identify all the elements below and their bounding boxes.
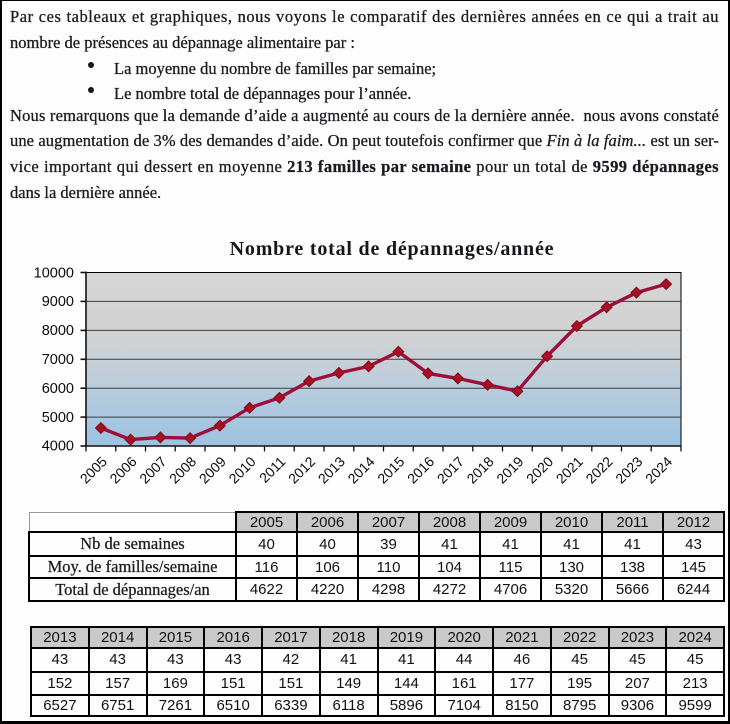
- svg-text:2005: 2005: [77, 453, 110, 486]
- svg-text:2022: 2022: [582, 453, 615, 486]
- svg-text:2006: 2006: [106, 453, 139, 486]
- svg-text:2008: 2008: [166, 453, 199, 486]
- svg-text:4000: 4000: [42, 439, 74, 455]
- svg-text:2023: 2023: [612, 453, 645, 486]
- svg-text:9000: 9000: [42, 294, 74, 310]
- svg-text:2010: 2010: [225, 453, 258, 486]
- svg-text:2016: 2016: [404, 453, 437, 486]
- svg-text:10000: 10000: [34, 265, 74, 281]
- svg-text:2024: 2024: [642, 453, 675, 486]
- svg-text:2018: 2018: [463, 453, 496, 486]
- svg-text:8000: 8000: [42, 323, 74, 339]
- svg-text:2014: 2014: [344, 453, 377, 486]
- svg-text:2017: 2017: [434, 453, 467, 486]
- svg-text:2019: 2019: [493, 453, 526, 486]
- svg-text:7000: 7000: [42, 352, 74, 368]
- svg-text:2009: 2009: [196, 453, 229, 486]
- svg-text:2021: 2021: [553, 453, 586, 486]
- svg-text:2011: 2011: [256, 453, 289, 486]
- svg-text:Nombre total de dépannages/ann: Nombre total de dépannages/année: [230, 238, 555, 260]
- svg-text:5000: 5000: [42, 410, 74, 426]
- svg-text:2020: 2020: [523, 453, 556, 486]
- svg-text:2012: 2012: [285, 453, 318, 486]
- svg-text:2013: 2013: [315, 453, 348, 486]
- svg-text:2015: 2015: [374, 453, 407, 486]
- svg-text:2007: 2007: [136, 453, 169, 486]
- svg-text:6000: 6000: [42, 381, 74, 397]
